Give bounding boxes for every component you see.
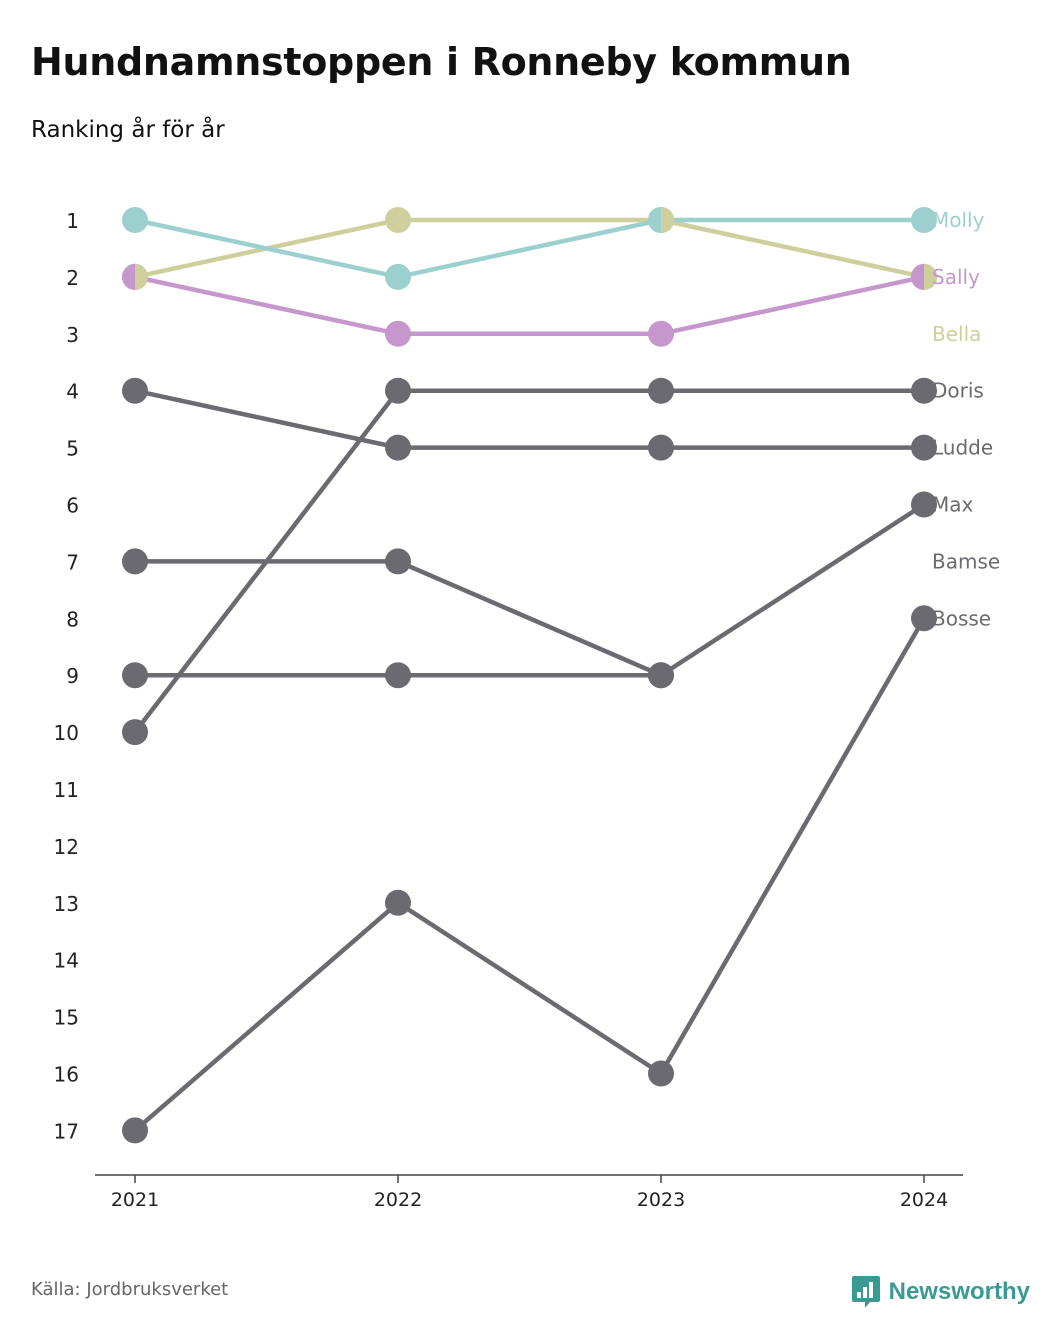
y-tick-label: 2 [66,266,79,290]
y-tick-label: 8 [66,607,79,631]
series-line-sally [132,274,927,337]
y-tick-label: 7 [66,550,79,574]
chart-subtitle: Ranking år för år [31,117,225,143]
point-bamse-2021 [122,662,148,689]
shared-point-left-half [911,263,924,290]
point-ludde-2023 [648,434,674,461]
series-label-molly: Molly [932,208,985,232]
source-note: Källa: Jordbruksverket [31,1279,229,1300]
newsworthy-brand[interactable]: Newsworthy [851,1274,1030,1310]
brand-name: Newsworthy [888,1278,1030,1305]
y-tick-label: 11 [54,778,79,802]
series-label-max: Max [932,493,974,517]
y-tick-label: 6 [66,494,79,518]
point-doris-2021 [122,719,148,746]
y-tick-label: 5 [66,437,79,461]
series-label-ludde: Ludde [932,436,993,460]
series-line-doris [132,388,927,735]
point-bella-2022 [385,207,411,233]
series-line-max [132,502,927,678]
point-max-2023 [648,662,674,689]
x-tick-label: 2022 [374,1189,422,1211]
series-label-bosse: Bosse [932,606,991,630]
point-molly-2021 [122,207,148,233]
y-tick-label: 4 [66,380,79,404]
x-tick-label: 2023 [637,1189,685,1211]
y-tick-label: 16 [54,1063,79,1087]
point-bamse-2022 [385,662,411,689]
series-line-molly [132,217,927,280]
y-tick-label: 17 [54,1119,79,1143]
x-tick-label: 2021 [111,1189,159,1211]
shared-point-left-half [122,263,135,290]
point-bosse-2022 [385,889,411,916]
y-tick-label: 15 [54,1006,79,1030]
newsworthy-chart-icon [851,1276,880,1308]
point-sally-2023 [648,320,674,347]
point-doris-2023 [648,377,674,404]
series-lines [132,217,927,1133]
y-tick-label: 14 [54,949,79,973]
point-bosse-2021 [122,1117,148,1144]
y-tick-label: 13 [54,892,79,916]
shared-point-left-half [648,207,661,233]
series-end-labels: Molly Sally Bella Doris Ludde Max Bamse Bosse [932,208,1000,630]
y-tick-label: 1 [66,209,79,233]
point-max-2024 [911,491,937,518]
shared-point-right-half [924,263,938,290]
series-label-doris: Doris [932,379,984,403]
x-tick-label: 2024 [900,1189,948,1211]
y-tick-label: 10 [54,721,79,745]
point-bosse-2024 [911,605,937,632]
point-molly-2022 [385,263,411,290]
shared-point-right-half [661,207,674,233]
y-tick-label: 3 [66,323,79,347]
series-label-bella: Bella [932,322,981,346]
point-molly-2024 [911,207,937,233]
point-sally-2022 [385,320,411,347]
y-tick-label: 12 [54,835,79,859]
y-tick-label: 9 [66,664,79,688]
point-ludde-2024 [911,434,937,461]
point-max-2022 [385,548,411,575]
point-bosse-2023 [648,1060,674,1087]
series-points [122,207,938,1144]
series-label-sally: Sally [932,265,980,289]
series-label-bamse: Bamse [932,549,1000,573]
point-ludde-2021 [122,377,148,404]
point-doris-2022 [385,377,411,404]
point-ludde-2022 [385,434,411,461]
series-line-ludde [132,388,927,450]
point-doris-2024 [911,377,937,404]
shared-point-right-half [135,263,148,290]
chart-title: Hundnamnstoppen i Ronneby kommun [31,40,852,84]
x-axis-ticks: 2021 2022 2023 2024 [111,1175,948,1211]
series-line-bosse [132,616,927,1133]
point-max-2021 [122,548,148,575]
